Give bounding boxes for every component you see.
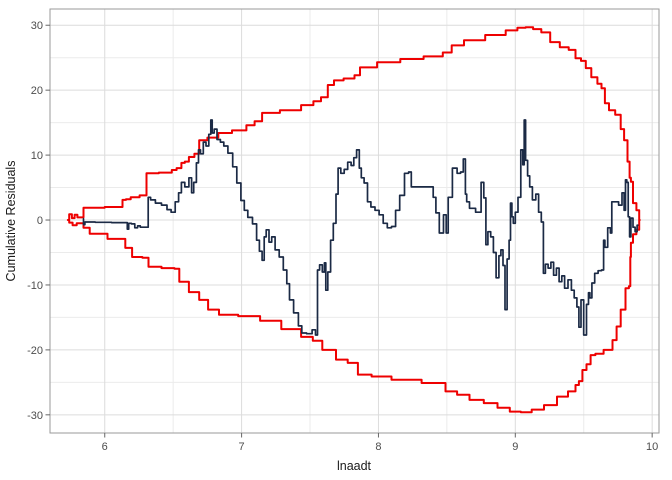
grid-layer <box>50 9 659 433</box>
series-layer <box>66 26 641 414</box>
x-tick-label: 7 <box>239 441 245 453</box>
y-tick-label: 20 <box>31 85 43 97</box>
x-tick-label: 8 <box>375 441 381 453</box>
y-tick-label: 0 <box>37 215 43 227</box>
cumulative-residuals-line <box>82 119 639 336</box>
x-tick-label: 9 <box>512 441 518 453</box>
x-tick-label: 6 <box>102 441 108 453</box>
y-tick-label: 10 <box>31 150 43 162</box>
y-tick-label: 30 <box>31 20 43 32</box>
tick-label-layer: 6 7 8 9 10 -30 -20 -10 0 10 20 30 <box>27 20 658 453</box>
y-axis-title: Cumulative Residuals <box>4 161 18 282</box>
y-tick-label: -30 <box>27 410 43 422</box>
x-tick-label: 10 <box>646 441 658 453</box>
y-tick-label: -10 <box>27 280 43 292</box>
tick-layer <box>45 24 653 438</box>
x-axis-title: lnaadt <box>337 459 372 473</box>
y-tick-label: -20 <box>27 345 43 357</box>
panel-border <box>49 8 660 434</box>
